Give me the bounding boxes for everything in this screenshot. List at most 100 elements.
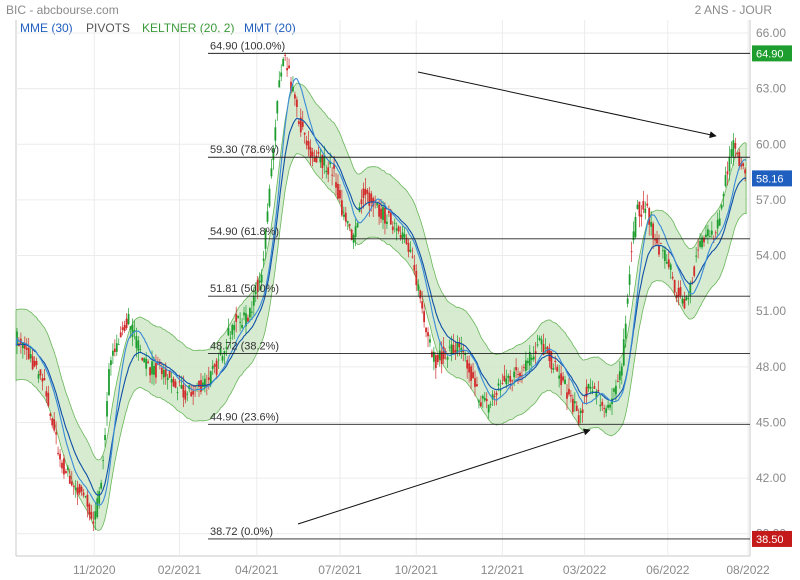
candle-body: [227, 327, 230, 336]
candle-body: [656, 238, 658, 244]
candle-body: [481, 395, 484, 399]
indicator-mme[interactable]: MME (30): [20, 21, 73, 35]
candle-body: [110, 360, 112, 366]
candle-body: [119, 332, 122, 338]
candle-body: [233, 324, 236, 331]
fibonacci-level-label: 54.90 (61.8%): [210, 226, 279, 238]
candle-body: [427, 332, 429, 337]
candle-body: [707, 229, 709, 237]
low-price-tag: [752, 530, 792, 547]
x-tick-label: 08/2022: [726, 563, 770, 577]
candle-body: [462, 350, 465, 353]
candle-body: [661, 250, 664, 252]
candle-body: [495, 392, 498, 396]
candle-body: [280, 72, 283, 77]
candle-body: [250, 311, 253, 313]
candle-body: [397, 226, 400, 232]
candle-body: [575, 405, 578, 411]
candle-body: [644, 208, 647, 213]
candle-body: [327, 167, 330, 175]
candle-body: [507, 375, 510, 378]
candle-body: [61, 462, 63, 469]
candle-body: [184, 390, 187, 400]
candle-body: [303, 132, 306, 135]
candle-body: [534, 351, 537, 354]
x-tick-label: 04/2021: [235, 563, 279, 577]
candle-body: [74, 487, 77, 491]
candle-body: [728, 156, 731, 172]
candle-body: [407, 242, 410, 252]
candle-body: [556, 366, 559, 372]
candle-body: [470, 366, 472, 381]
candle-body: [276, 101, 279, 114]
candle-body: [380, 208, 382, 219]
candle-body: [158, 362, 161, 365]
candle-body: [478, 400, 480, 403]
candle-body: [425, 327, 427, 333]
candle-body: [25, 347, 28, 350]
candle-body: [88, 504, 91, 515]
fibonacci-level-label: 64.90 (100.0%): [210, 40, 285, 52]
candle-body: [192, 390, 195, 395]
candle-body: [683, 298, 686, 309]
candle-body: [423, 311, 426, 323]
candle-body: [452, 344, 455, 353]
candle-body: [720, 205, 723, 209]
mmt-20-line: [15, 77, 747, 506]
candle-body: [523, 367, 525, 368]
candle-body: [395, 228, 398, 231]
candle-body: [419, 290, 422, 299]
candle-body: [487, 404, 490, 413]
candle-body: [376, 203, 379, 206]
high-price-tag-label: 64.90: [756, 48, 784, 60]
candle-body: [106, 401, 108, 417]
candle-body: [591, 390, 594, 393]
candle-body: [268, 188, 271, 207]
candle-body: [213, 364, 216, 367]
candle-body: [84, 496, 87, 498]
candle-body: [705, 234, 707, 238]
candle-body: [121, 327, 124, 330]
indicator-pivots[interactable]: PIVOTS: [86, 21, 131, 35]
candle-body: [628, 274, 631, 285]
candle-body: [587, 383, 590, 389]
candle-body: [663, 250, 666, 262]
candle-body: [568, 388, 570, 395]
candle-body: [366, 190, 369, 194]
candle-body: [70, 481, 73, 486]
candle-body: [742, 163, 745, 167]
candle-body: [141, 357, 144, 361]
candle-body: [180, 385, 183, 389]
candle-body: [438, 350, 441, 360]
candle-body: [72, 485, 75, 487]
candle-body: [540, 339, 543, 345]
candle-body: [648, 208, 651, 225]
x-tick-label: 12/2021: [481, 563, 525, 577]
candle-body: [235, 314, 238, 322]
candle-body: [41, 378, 44, 382]
candle-body: [409, 249, 412, 252]
indicator-keltner[interactable]: KELTNER (20, 2): [142, 21, 235, 35]
candle-body: [613, 388, 615, 392]
candle-body: [286, 68, 288, 71]
candle-body: [626, 298, 629, 304]
y-tick-label: 45.00: [756, 415, 786, 429]
candles: [16, 52, 747, 532]
x-tick-label: 02/2021: [158, 563, 202, 577]
candle-body: [278, 80, 281, 88]
candle-body: [499, 390, 502, 391]
candle-body: [734, 143, 737, 149]
candle-body: [223, 351, 226, 355]
candle-body: [129, 326, 132, 330]
candle-body: [29, 354, 32, 359]
candle-body: [634, 216, 637, 238]
candle-body: [515, 367, 517, 371]
candle-body: [104, 435, 106, 441]
candle-body: [505, 378, 508, 385]
candle-body: [536, 344, 539, 346]
y-tick-label: 63.00: [756, 82, 786, 96]
x-tick-label: 07/2021: [318, 563, 362, 577]
candle-body: [581, 409, 584, 413]
candle-body: [654, 238, 656, 241]
